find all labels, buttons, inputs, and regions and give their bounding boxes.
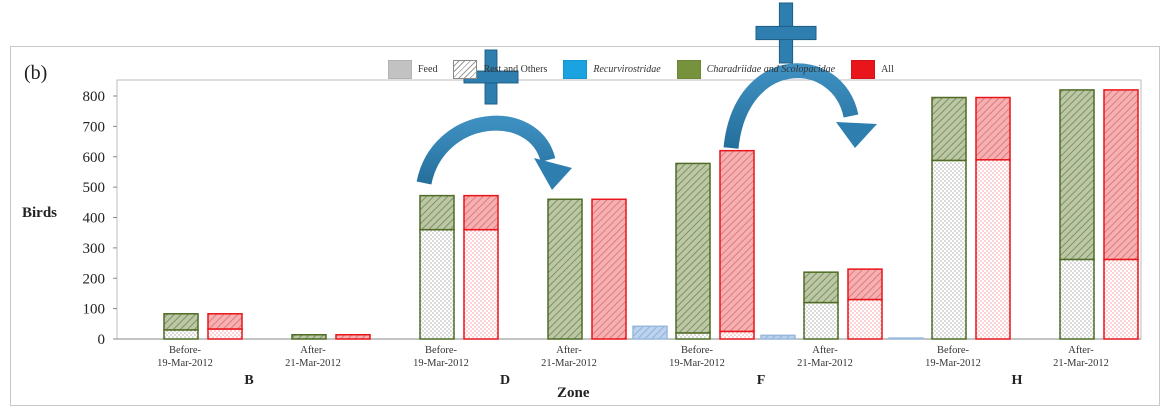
y-tick-label: 200 bbox=[83, 271, 106, 287]
bar-rest bbox=[547, 198, 583, 340]
x-tick-label-line2: 21-Mar-2012 bbox=[1053, 358, 1109, 369]
bar-rest bbox=[632, 325, 668, 340]
bar-feed bbox=[847, 298, 883, 340]
legend-item-all: All bbox=[851, 59, 894, 79]
x-tick-label-line2: 19-Mar-2012 bbox=[669, 358, 725, 369]
bar-feed bbox=[719, 330, 755, 340]
y-tick-label: 600 bbox=[83, 150, 106, 166]
bar-rest bbox=[1103, 89, 1139, 261]
y-tick-label: 800 bbox=[83, 89, 106, 105]
x-tick-label-line1: After- bbox=[1068, 345, 1094, 356]
bar-rest bbox=[675, 162, 711, 334]
x-tick-label-line1: After- bbox=[812, 345, 838, 356]
bars bbox=[163, 89, 1139, 340]
legend-swatch-charadriidae bbox=[676, 59, 701, 79]
legend-label-feed: Feed bbox=[418, 63, 438, 75]
bar-rest bbox=[419, 194, 455, 231]
legend-label-all: All bbox=[881, 63, 894, 75]
chart-frame bbox=[10, 46, 1160, 406]
bar-rest bbox=[207, 313, 243, 330]
bar-rest bbox=[803, 271, 839, 304]
zone-label: B bbox=[244, 373, 253, 388]
axes bbox=[113, 79, 1142, 340]
bar-feed bbox=[163, 329, 199, 340]
zone-label: D bbox=[500, 373, 510, 388]
legend-swatch-recurvirostridae bbox=[563, 59, 588, 79]
bar-rest bbox=[888, 337, 924, 340]
legend-label-rest: Rest and Others bbox=[483, 63, 548, 75]
arrowhead-2 bbox=[836, 122, 877, 148]
x-tick-label-line2: 21-Mar-2012 bbox=[541, 358, 597, 369]
bar-feed bbox=[1103, 258, 1139, 340]
annotations bbox=[416, 2, 877, 190]
x-axis-title: Zone bbox=[557, 385, 590, 401]
y-tick-label: 100 bbox=[83, 302, 106, 318]
x-tick-label-line1: After- bbox=[300, 345, 326, 356]
zone-label: H bbox=[1012, 373, 1023, 388]
zone-label: F bbox=[757, 373, 766, 388]
axis-labels: 0 100 200 300 400 500 600 700 800 Before- 19-Mar-2… bbox=[83, 89, 1109, 388]
y-tick-label: 400 bbox=[83, 211, 106, 227]
x-tick-label-line2: 21-Mar-2012 bbox=[285, 358, 341, 369]
y-tick-label: 700 bbox=[83, 119, 106, 135]
plus-horizontal-bar bbox=[755, 25, 817, 41]
bar-rest bbox=[163, 313, 199, 331]
curved-arrow-1 bbox=[416, 115, 556, 185]
bar-feed bbox=[1059, 258, 1095, 340]
bar-rest bbox=[760, 334, 796, 340]
bar-rest bbox=[291, 333, 327, 340]
plus-icon-2 bbox=[755, 2, 817, 64]
bar-rest bbox=[335, 333, 371, 340]
bar-feed bbox=[803, 301, 839, 340]
legend-swatch-feed bbox=[388, 59, 412, 79]
legend-label-recurvirostridae: Recurvirostridae bbox=[593, 63, 661, 75]
legend-item-feed: Feed bbox=[388, 59, 438, 79]
bar-feed bbox=[419, 228, 455, 340]
legend: Feed Rest and Others Recurvirostridae Ch… bbox=[388, 58, 910, 80]
x-tick-label-line1: Before- bbox=[937, 345, 970, 356]
x-tick-label-line2: 19-Mar-2012 bbox=[413, 358, 469, 369]
bar-feed bbox=[975, 159, 1011, 340]
bar-rest bbox=[847, 268, 883, 301]
legend-label-charadriidae: Charadriidae and Scolopacidae bbox=[706, 63, 836, 75]
y-tick-label: 0 bbox=[98, 332, 106, 348]
panel-label: (b) bbox=[24, 62, 48, 84]
bar-rest bbox=[591, 198, 627, 340]
x-tick-label-line2: 19-Mar-2012 bbox=[157, 358, 213, 369]
legend-item-rest: Rest and Others bbox=[453, 59, 548, 79]
legend-item-charadriidae: Charadriidae and Scolopacidae bbox=[676, 59, 836, 79]
x-tick-label-line1: Before- bbox=[425, 345, 458, 356]
bar-rest bbox=[975, 96, 1011, 161]
bar-rest bbox=[931, 96, 967, 162]
bar-feed bbox=[675, 332, 711, 340]
y-tick-label: 300 bbox=[83, 241, 106, 257]
bar-feed bbox=[931, 159, 967, 340]
y-axis-title: Birds bbox=[22, 205, 58, 221]
curved-arrow-2 bbox=[723, 63, 859, 149]
bar-rest bbox=[1059, 89, 1095, 261]
y-tick-label: 500 bbox=[83, 180, 106, 196]
bar-rest bbox=[463, 194, 499, 231]
x-tick-label-line2: 19-Mar-2012 bbox=[925, 358, 981, 369]
x-tick-label-line2: 21-Mar-2012 bbox=[797, 358, 853, 369]
x-tick-label-line1: Before- bbox=[681, 345, 714, 356]
bar-rest bbox=[719, 149, 755, 333]
bar-feed bbox=[207, 328, 243, 340]
bar-feed bbox=[463, 228, 499, 340]
arrowhead-1 bbox=[534, 158, 572, 190]
x-tick-label-line1: After- bbox=[556, 345, 582, 356]
x-tick-label-line1: Before- bbox=[169, 345, 202, 356]
legend-item-recurvirostridae: Recurvirostridae bbox=[563, 59, 661, 79]
legend-swatch-rest bbox=[453, 59, 478, 79]
legend-swatch-all bbox=[851, 59, 876, 79]
